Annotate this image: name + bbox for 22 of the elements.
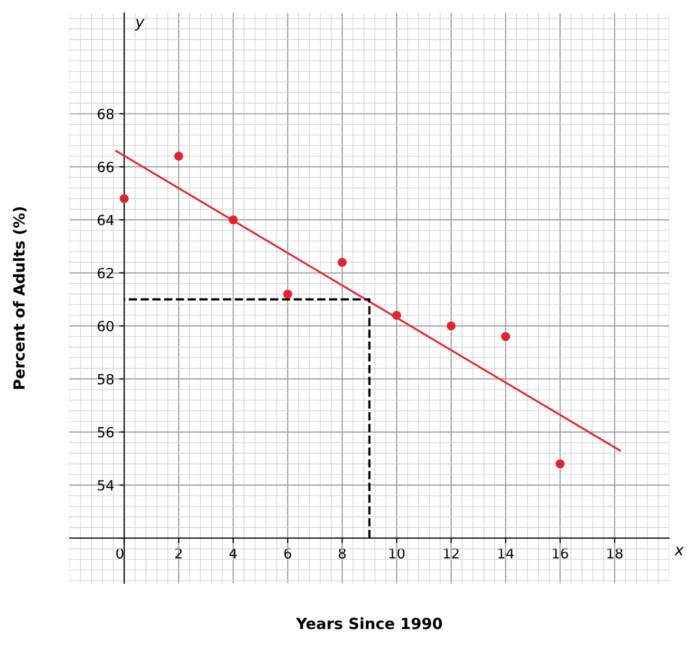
y-tick-label: 58 bbox=[98, 374, 114, 384]
point bbox=[556, 459, 565, 468]
y-tick-label: 54 bbox=[98, 480, 114, 491]
y-tick-label: 68 bbox=[98, 108, 114, 120]
point bbox=[174, 152, 184, 161]
x-axis-title: Years Since 1990 bbox=[296, 617, 442, 630]
point bbox=[501, 332, 510, 342]
point bbox=[120, 194, 129, 204]
point bbox=[338, 258, 347, 267]
point bbox=[392, 310, 402, 320]
y-tick-label: 66 bbox=[98, 162, 114, 172]
y-axis-title: Percent of Adults (%) bbox=[12, 207, 27, 389]
point bbox=[283, 290, 292, 299]
y-tick-label: 62 bbox=[98, 268, 114, 278]
annotation: y bbox=[134, 18, 145, 31]
point bbox=[228, 215, 238, 224]
y-tick-label: 56 bbox=[98, 426, 114, 438]
y-tick-label: 64 bbox=[98, 214, 114, 226]
y-tick-label: 60 bbox=[98, 320, 114, 332]
text: x bbox=[674, 546, 684, 556]
x-tick-label: 4 bbox=[229, 548, 237, 558]
point bbox=[446, 321, 456, 330]
